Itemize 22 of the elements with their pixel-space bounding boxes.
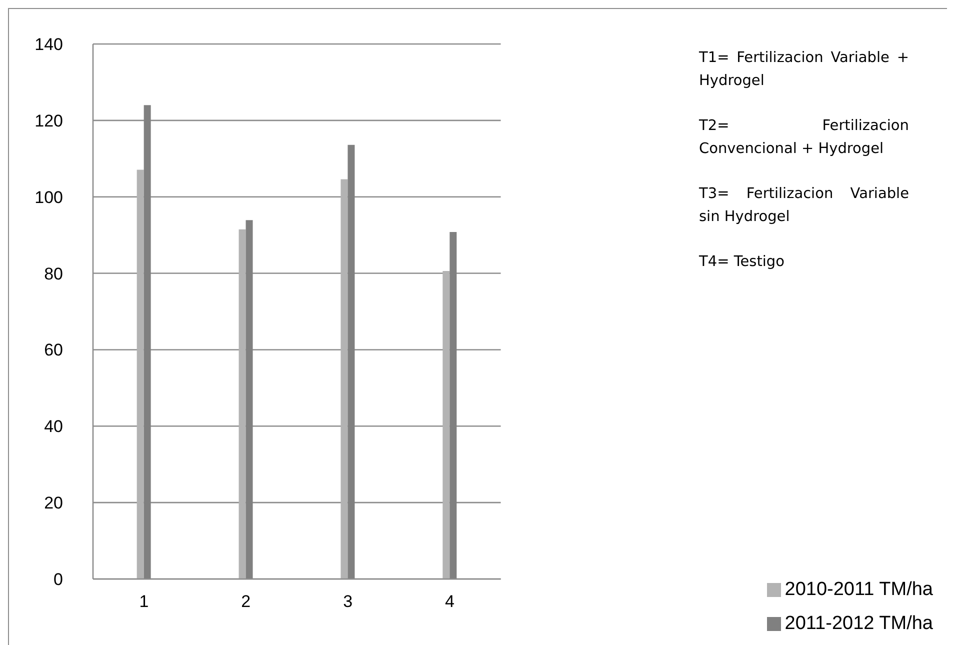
text: T1= Fertilizacion Variable + Hydrogel — [699, 49, 909, 91]
x-tick-label: 1 — [139, 592, 149, 612]
text: T4= Testigo — [699, 253, 786, 272]
y-tick-label: 60 — [44, 340, 63, 360]
y-tick-label: 0 — [54, 570, 63, 590]
text: T2= Fertilizacion Convencional + Hydrogel — [699, 117, 909, 159]
bar — [136, 170, 144, 579]
x-tick-label: 3 — [343, 592, 353, 612]
bar — [442, 270, 450, 579]
y-tick-label: 120 — [34, 111, 63, 130]
bar — [238, 229, 246, 579]
y-tick-label: 100 — [34, 188, 63, 207]
text: T3= Fertilizacion Variable sin Hydrogel — [699, 185, 909, 227]
y-tick-label: 80 — [44, 264, 63, 284]
y-tick-label: 40 — [44, 417, 63, 436]
y-tick-label: 140 — [34, 35, 63, 54]
legend-label: 2011-2012 TM/ha — [784, 613, 933, 634]
y-tick-label: 20 — [44, 494, 63, 513]
bar — [340, 179, 348, 579]
x-tick-label: 4 — [445, 592, 455, 612]
legend-label: 2010-2011 TM/ha — [784, 579, 933, 600]
x-tick-label: 2 — [241, 592, 251, 612]
